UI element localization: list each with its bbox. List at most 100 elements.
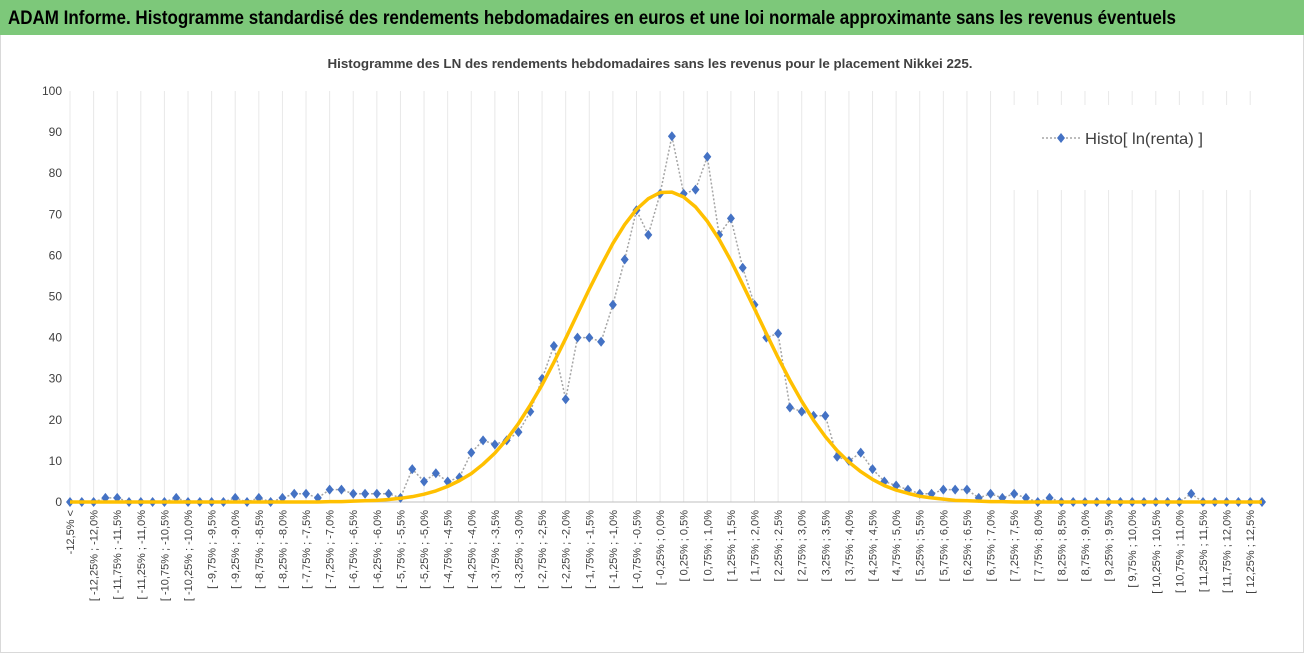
x-tick-label: [ -8,25% ; -8,0% xyxy=(277,510,289,589)
data-point xyxy=(349,488,358,499)
x-tick-label: [ 9,25% ; 9,5% xyxy=(1104,510,1116,582)
y-tick-label: 50 xyxy=(49,290,63,304)
x-tick-label: [ -3,75% ; -3,5% xyxy=(490,510,502,589)
x-tick-label: [ 8,75% ; 9,0% xyxy=(1080,510,1092,582)
y-tick-label: 0 xyxy=(55,495,62,509)
data-point xyxy=(868,464,877,475)
data-point xyxy=(302,488,311,499)
x-tick-label: [ -0,25% ; 0,0% xyxy=(655,510,667,585)
data-point xyxy=(573,332,582,343)
x-tick-label: [ -9,25% ; -9,0% xyxy=(230,510,242,589)
data-point xyxy=(785,402,794,413)
x-tick-label: [ -11,25% ; -11,0% xyxy=(136,510,148,600)
data-point xyxy=(361,488,370,499)
data-point xyxy=(821,410,830,421)
x-tick-label: [ -12,25% ; -12,0% xyxy=(89,510,101,601)
y-tick-label: 10 xyxy=(49,454,63,468)
data-point xyxy=(290,488,299,499)
x-tick-label: [ 0,25% ; 0,5% xyxy=(679,510,691,582)
x-tick-label: [ 6,25% ; 6,5% xyxy=(962,510,974,582)
data-point xyxy=(325,484,334,495)
x-tick-label: [ -2,75% ; -2,5% xyxy=(537,510,549,589)
data-point xyxy=(620,254,629,265)
data-point xyxy=(691,184,700,195)
data-point xyxy=(467,447,476,458)
x-tick-label: [ -8,75% ; -8,5% xyxy=(254,510,266,589)
data-point xyxy=(490,439,499,450)
data-point xyxy=(738,262,747,273)
y-tick-label: 20 xyxy=(49,413,63,427)
x-tick-label: [ -9,75% ; -9,5% xyxy=(207,510,219,589)
chart-title: Histogramme des LN des rendements hebdom… xyxy=(328,56,973,71)
data-point xyxy=(561,394,570,405)
legend-marker xyxy=(1057,133,1065,143)
x-tick-label: [ -7,75% ; -7,5% xyxy=(301,510,313,589)
x-tick-label: [ 11,25% ; 11,5% xyxy=(1198,510,1210,592)
data-point xyxy=(667,131,676,142)
data-point xyxy=(1010,488,1019,499)
x-tick-label: [ -4,75% ; -4,5% xyxy=(443,510,455,589)
header-title: ADAM Informe. Histogramme standardisé de… xyxy=(8,8,1176,29)
y-tick-label: 80 xyxy=(49,166,63,180)
x-tick-label: [ 5,25% ; 5,5% xyxy=(915,510,927,582)
data-point xyxy=(856,447,865,458)
data-point xyxy=(797,406,806,417)
x-tick-label: [ 10,75% ; 11,0% xyxy=(1174,510,1186,593)
series-line xyxy=(70,190,1262,504)
x-tick-label: [ -1,75% ; -1,5% xyxy=(584,510,596,589)
x-tick-label: [ 12,25% ; 12,5% xyxy=(1245,510,1257,594)
y-tick-label: 90 xyxy=(49,125,63,139)
y-tick-label: 30 xyxy=(49,372,63,386)
x-tick-label: [ 6,75% ; 7,0% xyxy=(986,510,998,582)
x-tick-label: [ -3,25% ; -3,0% xyxy=(513,510,525,589)
x-tick-label: [ 7,75% ; 8,0% xyxy=(1033,510,1045,582)
y-tick-label: 70 xyxy=(49,207,63,221)
x-tick-label: [ 1,25% ; 1,5% xyxy=(726,510,738,582)
data-point xyxy=(514,427,523,438)
x-tick-label: [ 9,75% ; 10,0% xyxy=(1127,510,1139,588)
data-point xyxy=(703,151,712,162)
data-point xyxy=(337,484,346,495)
x-tick-label: [ -5,75% ; -5,5% xyxy=(395,510,407,589)
x-tick-label: [ 5,75% ; 6,0% xyxy=(938,510,950,582)
legend-box xyxy=(1000,105,1290,190)
data-point xyxy=(726,213,735,224)
data-point xyxy=(408,464,417,475)
x-tick-label: [ -10,25% ; -10,0% xyxy=(183,510,195,601)
x-tick-label: [ 2,25% ; 2,5% xyxy=(773,510,785,582)
data-point xyxy=(962,484,971,495)
y-tick-label: 60 xyxy=(49,248,63,262)
data-point xyxy=(939,484,948,495)
data-point xyxy=(585,332,594,343)
data-point xyxy=(608,299,617,310)
x-tick-label: [ 0,75% ; 1,0% xyxy=(702,510,714,582)
x-tick-label: [ -6,75% ; -6,5% xyxy=(348,510,360,589)
x-tick-label: [ 8,25% ; 8,5% xyxy=(1056,510,1068,582)
data-point xyxy=(479,435,488,446)
legend-label: Histo[ ln(renta) ] xyxy=(1085,131,1203,148)
x-tick-label: [ -2,25% ; -2,0% xyxy=(561,510,573,589)
x-tick-label: [ 3,25% ; 3,5% xyxy=(820,510,832,582)
data-point xyxy=(774,328,783,339)
x-tick-label: [ 1,75% ; 2,0% xyxy=(750,510,762,582)
x-tick-label: [ 7,25% ; 7,5% xyxy=(1009,510,1021,582)
x-tick-label: [ -6,25% ; -6,0% xyxy=(372,510,384,589)
data-point xyxy=(420,476,429,487)
x-tick-label: [ 2,75% ; 3,0% xyxy=(797,510,809,582)
data-point xyxy=(549,340,558,351)
x-tick-label: [ -0,75% ; -0,5% xyxy=(631,510,643,589)
x-tick-label: [ -5,25% ; -5,0% xyxy=(419,510,431,589)
x-tick-label: [ -7,25% ; -7,0% xyxy=(325,510,337,589)
x-tick-label: [ 11,75% ; 12,0% xyxy=(1222,510,1234,593)
x-tick-label: [ -1,25% ; -1,0% xyxy=(608,510,620,589)
data-point xyxy=(1187,488,1196,499)
data-point xyxy=(372,488,381,499)
x-tick-label: [ 3,75% ; 4,0% xyxy=(844,510,856,582)
x-tick-label: [ 4,75% ; 5,0% xyxy=(891,510,903,582)
data-point xyxy=(951,484,960,495)
x-tick-label: [ 4,25% ; 4,5% xyxy=(868,510,880,582)
y-tick-label: 40 xyxy=(49,331,63,345)
data-point xyxy=(644,229,653,240)
x-tick-label: -12,5% < xyxy=(65,510,77,554)
